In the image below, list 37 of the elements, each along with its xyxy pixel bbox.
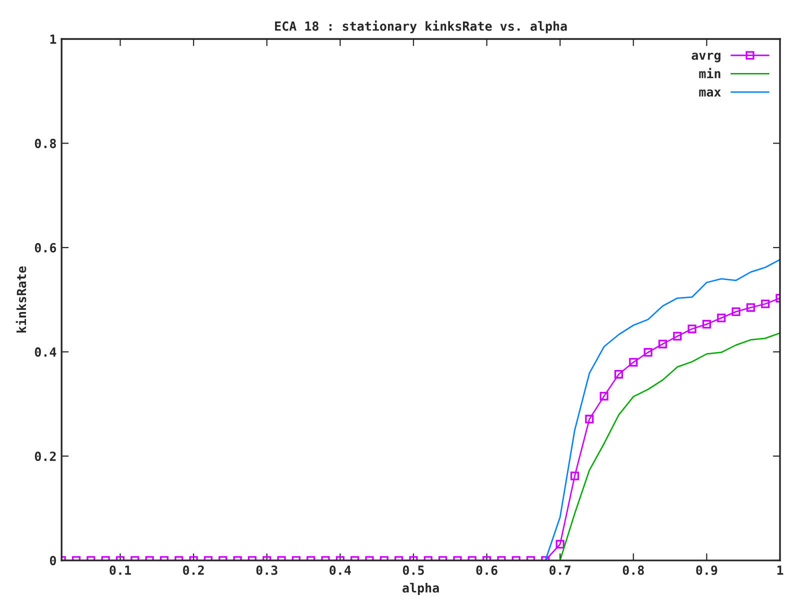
y-tick-label: 0.4 [34,347,56,357]
point [688,324,696,334]
x-axis-title: alpha [402,582,439,596]
x-tick-label: 0.1 [110,565,131,575]
point [746,303,755,312]
point [629,358,638,367]
chart-title: ECA 18 : stationary kinksRate vs. alpha [275,20,567,34]
x-tick-label: 0.5 [402,565,424,575]
x-tick-label: 0.4 [330,565,351,575]
y-tick-label: 0.8 [34,138,56,148]
x-tick-label: 0.2 [183,565,204,575]
point [761,300,770,308]
x-tick-label: 0.9 [696,565,718,575]
y-tick-label: 0 [50,556,56,566]
y-axis-title: kinksRate [16,266,26,332]
point [673,332,682,341]
legend-label: max [699,89,721,97]
x-tick-label: 0.8 [622,565,644,575]
legend-label: min [699,68,720,78]
y-tick-label: 0.2 [34,452,56,462]
point [732,307,740,316]
point [717,314,726,322]
x-tick-label: 1 [777,566,784,575]
point [570,472,580,480]
point [644,348,652,357]
point [658,340,668,348]
legend-label: avrg [692,52,720,62]
point [702,320,711,329]
point [585,414,594,424]
point [614,370,624,379]
y-tick-label: 1 [50,34,56,44]
y-tick-label: 0.6 [34,243,56,252]
x-tick-label: 0.6 [476,565,498,575]
x-tick-label: 0.3 [256,565,278,575]
line-series [559,332,780,560]
point [600,392,608,400]
x-tick-label: 0.7 [550,565,570,575]
